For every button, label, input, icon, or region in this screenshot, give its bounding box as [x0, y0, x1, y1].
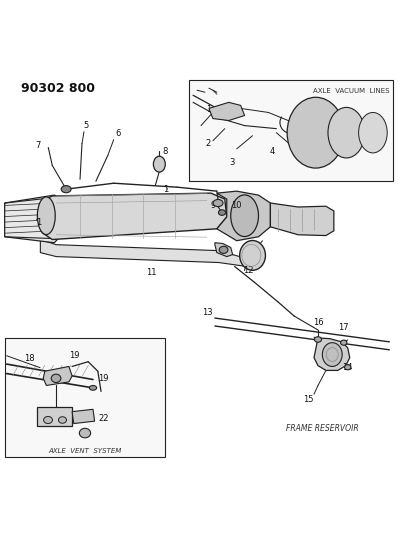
Text: 12: 12	[243, 266, 254, 275]
Text: 1: 1	[206, 106, 212, 115]
Text: 16: 16	[313, 318, 323, 327]
Ellipse shape	[328, 107, 365, 158]
Polygon shape	[270, 203, 334, 236]
Text: FRAME RESERVOIR: FRAME RESERVOIR	[286, 424, 358, 433]
Text: 8: 8	[163, 147, 168, 156]
Bar	[5, 338, 165, 457]
Text: 14: 14	[343, 363, 353, 372]
Text: 1: 1	[36, 219, 41, 228]
Ellipse shape	[219, 210, 226, 215]
Ellipse shape	[213, 199, 223, 207]
Ellipse shape	[90, 385, 97, 390]
Text: 5: 5	[83, 121, 89, 130]
Text: 21: 21	[43, 414, 54, 423]
Ellipse shape	[44, 416, 53, 424]
Ellipse shape	[231, 195, 258, 237]
Polygon shape	[40, 239, 247, 266]
Ellipse shape	[287, 98, 344, 168]
Polygon shape	[5, 195, 58, 243]
Text: 15: 15	[303, 395, 313, 404]
Text: 17: 17	[338, 324, 349, 333]
Text: AXLE  VACUUM  LINES: AXLE VACUUM LINES	[313, 88, 389, 94]
Ellipse shape	[37, 197, 55, 235]
Text: AXLE  VENT  SYSTEM: AXLE VENT SYSTEM	[48, 448, 122, 454]
Ellipse shape	[153, 156, 165, 172]
Ellipse shape	[359, 112, 387, 153]
Polygon shape	[72, 409, 95, 424]
Ellipse shape	[59, 417, 66, 423]
Polygon shape	[209, 102, 245, 120]
Ellipse shape	[219, 246, 228, 253]
Ellipse shape	[322, 343, 342, 367]
Text: 13: 13	[202, 308, 212, 317]
Text: 19: 19	[99, 374, 109, 383]
Polygon shape	[37, 407, 72, 426]
Text: 19: 19	[69, 351, 79, 360]
Polygon shape	[217, 191, 270, 241]
Polygon shape	[42, 193, 227, 239]
Ellipse shape	[61, 185, 71, 193]
Text: 11: 11	[146, 268, 157, 277]
Bar	[189, 80, 393, 181]
Ellipse shape	[345, 365, 351, 370]
Text: 20: 20	[49, 375, 59, 384]
Ellipse shape	[51, 374, 61, 383]
Text: 3: 3	[229, 158, 234, 167]
Polygon shape	[43, 367, 72, 385]
Text: 7: 7	[36, 141, 41, 150]
Polygon shape	[314, 338, 350, 370]
Ellipse shape	[314, 337, 322, 342]
Text: 22: 22	[99, 414, 109, 423]
Ellipse shape	[341, 340, 347, 345]
Text: 90302 800: 90302 800	[21, 82, 95, 95]
Text: 10: 10	[231, 200, 242, 209]
Text: 6: 6	[115, 129, 120, 138]
Polygon shape	[215, 243, 233, 256]
Text: 18: 18	[24, 354, 35, 364]
Text: 2: 2	[205, 139, 211, 148]
Ellipse shape	[240, 240, 265, 270]
Ellipse shape	[79, 429, 91, 438]
Text: 1: 1	[163, 184, 168, 193]
Text: 4: 4	[270, 147, 275, 156]
Text: 9: 9	[210, 200, 215, 209]
